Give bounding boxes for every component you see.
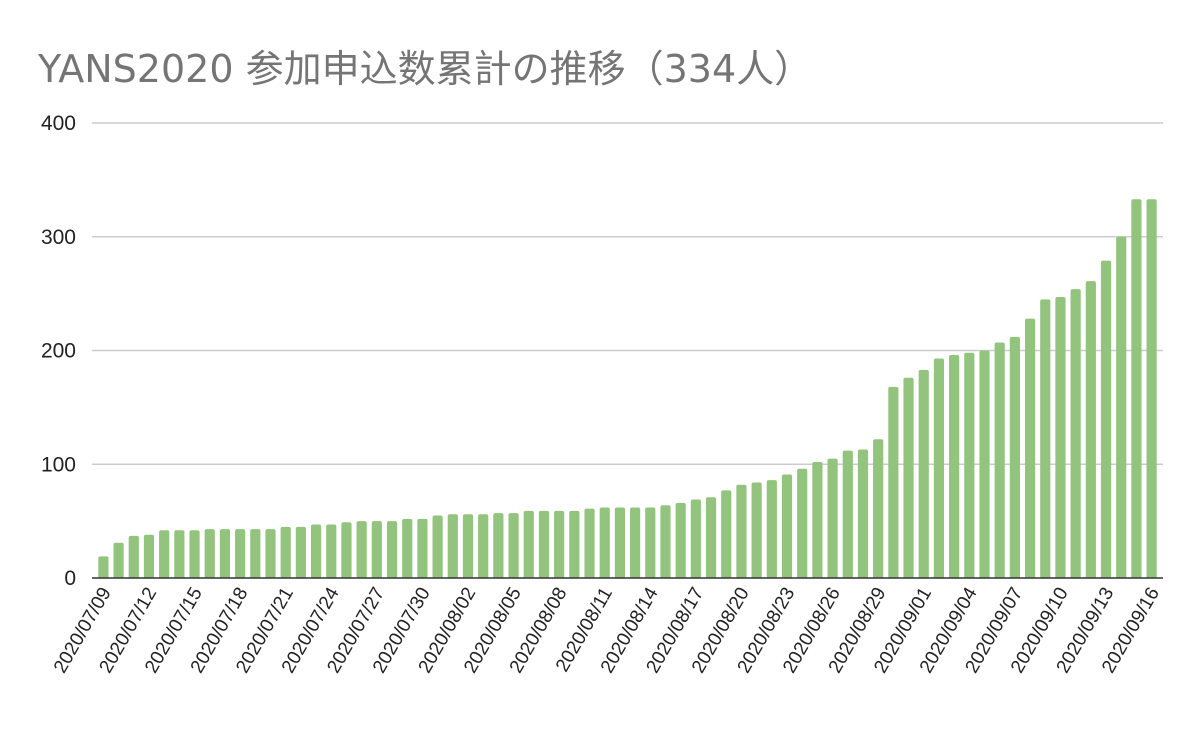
y-tick-label: 400 xyxy=(41,112,76,135)
bar xyxy=(265,529,276,578)
bar xyxy=(964,352,975,578)
bar xyxy=(356,521,367,578)
bar xyxy=(842,450,853,578)
bar xyxy=(386,521,398,578)
bar xyxy=(1131,199,1142,578)
bar xyxy=(1009,336,1020,578)
bar xyxy=(478,514,489,578)
bar xyxy=(933,358,945,578)
bar xyxy=(417,518,428,578)
bar xyxy=(873,439,884,578)
bar xyxy=(447,514,458,578)
bar xyxy=(189,530,200,578)
bar xyxy=(690,499,701,578)
y-tick-label: 100 xyxy=(41,453,76,476)
bar xyxy=(751,482,762,578)
bar xyxy=(250,529,261,578)
bar xyxy=(462,514,474,578)
bar xyxy=(204,529,215,578)
bar xyxy=(432,515,443,578)
bar xyxy=(295,526,306,578)
bar xyxy=(569,510,580,578)
bar xyxy=(554,510,565,578)
bar xyxy=(766,480,777,578)
bar xyxy=(159,530,170,578)
bar xyxy=(736,484,747,578)
bar xyxy=(371,521,382,578)
y-tick-label: 200 xyxy=(41,340,76,363)
bar xyxy=(508,513,519,578)
bar xyxy=(584,508,595,578)
chart-title: YANS2020 参加申込数累計の推移（334人） xyxy=(38,47,813,91)
bar xyxy=(1070,289,1081,578)
y-tick-label: 0 xyxy=(64,567,76,590)
bar xyxy=(903,377,914,578)
bar xyxy=(1116,236,1127,578)
bar xyxy=(857,449,869,578)
bar xyxy=(781,474,793,578)
y-tick-label: 300 xyxy=(41,226,76,249)
bar xyxy=(675,502,686,578)
bar xyxy=(326,524,337,578)
bar xyxy=(219,529,231,578)
bar xyxy=(1055,297,1066,578)
bar xyxy=(143,534,155,578)
bar xyxy=(523,510,534,578)
bar xyxy=(630,507,641,578)
bar xyxy=(280,526,291,578)
bar xyxy=(1085,281,1096,578)
bar xyxy=(599,507,610,578)
bar xyxy=(918,369,929,578)
bar xyxy=(827,458,838,578)
bar xyxy=(1024,318,1036,578)
bar xyxy=(538,510,550,578)
bar xyxy=(797,468,808,578)
bar xyxy=(1040,299,1051,578)
bar xyxy=(128,535,139,578)
bar xyxy=(1146,199,1157,578)
bars xyxy=(98,199,1157,578)
bar xyxy=(949,355,960,578)
x-axis: 2020/07/092020/07/122020/07/152020/07/18… xyxy=(50,577,1164,677)
bar xyxy=(721,490,732,578)
bar xyxy=(174,530,185,578)
bar xyxy=(113,542,124,578)
bar xyxy=(341,522,352,578)
bar xyxy=(812,461,823,578)
bar xyxy=(888,386,899,578)
bar xyxy=(1100,260,1112,578)
bar xyxy=(235,529,246,578)
bar xyxy=(402,518,413,578)
y-axis: 0 100 200 300 400 xyxy=(41,112,76,590)
bar xyxy=(493,513,504,578)
bar xyxy=(979,350,990,578)
bar xyxy=(705,497,717,578)
bar xyxy=(660,505,671,578)
bar xyxy=(310,524,322,578)
bar xyxy=(645,507,656,578)
bar xyxy=(994,342,1005,578)
bar xyxy=(98,556,109,578)
bar xyxy=(614,507,625,578)
